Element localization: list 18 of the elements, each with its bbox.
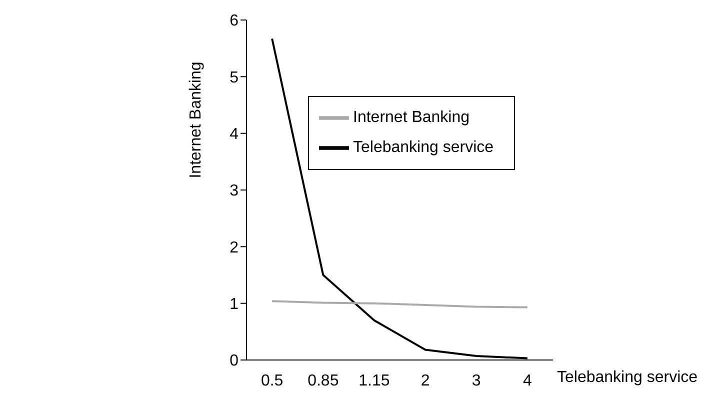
y-axis-title: Internet Banking — [188, 62, 205, 178]
x-tick-label: 0.85 — [308, 372, 339, 390]
y-tick-label: 6 — [230, 12, 239, 30]
y-tick-label: 0 — [230, 352, 239, 370]
legend-label: Telebanking service — [353, 139, 494, 156]
y-tick-label: 4 — [230, 126, 239, 144]
x-tick-label: 1.15 — [358, 372, 390, 390]
x-tick-label: 3 — [472, 372, 481, 390]
x-tick-label: 0.5 — [260, 372, 284, 390]
line-series — [271, 300, 528, 308]
y-tick-label: 3 — [230, 182, 239, 200]
x-tick-label: 2 — [420, 372, 430, 390]
y-tick-label: 2 — [230, 239, 239, 256]
legend-label: Internet Banking — [353, 109, 470, 126]
y-tick-label: 1 — [230, 296, 239, 314]
y-tick-label: 5 — [230, 69, 239, 86]
x-tick-label: 4 — [523, 372, 532, 390]
x-axis-title: Telebanking service — [557, 369, 698, 386]
